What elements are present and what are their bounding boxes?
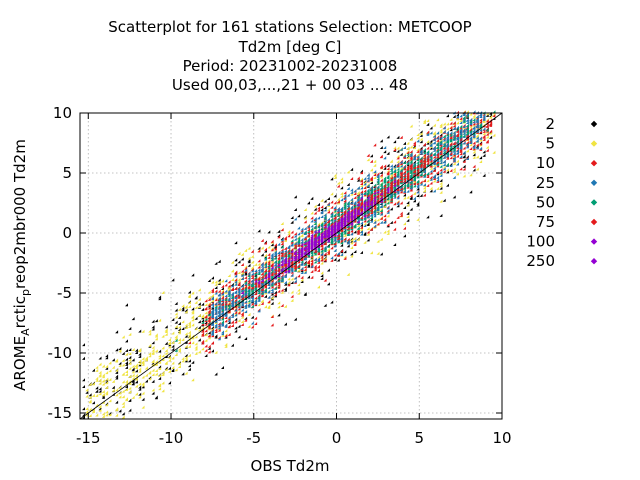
x-axis-ticks: -15 -10 -5 0 5 10 xyxy=(76,113,512,447)
legend-item-75: 75 xyxy=(536,213,598,231)
y-tick-label: -5 xyxy=(57,284,72,302)
y-tick-label: 10 xyxy=(53,104,72,122)
x-tick-label: 0 xyxy=(332,429,342,447)
legend-item-50: 50 xyxy=(536,193,598,211)
legend-marker xyxy=(590,218,598,226)
series-5 xyxy=(85,110,496,419)
series-250 xyxy=(300,207,357,253)
legend-label: 75 xyxy=(536,213,555,231)
chart-title: Scatterplot for 161 stations Selection: … xyxy=(108,18,471,94)
y-label-part-1: AROME xyxy=(11,336,29,391)
legend-item-5: 5 xyxy=(545,135,598,153)
legend-marker xyxy=(590,238,598,245)
title-line-2: Td2m [deg C] xyxy=(238,38,342,56)
x-tick-label: 5 xyxy=(414,429,424,447)
y-label-sub-1: A xyxy=(19,328,32,336)
x-tick-label: 10 xyxy=(492,429,511,447)
legend-item-10: 10 xyxy=(536,154,598,172)
series-10 xyxy=(201,110,496,354)
legend-item-100: 100 xyxy=(526,233,598,251)
x-tick-label: -5 xyxy=(246,429,261,447)
y-tick-label: 5 xyxy=(62,164,72,182)
y-label-part-3: reop2mbr000 Td2m xyxy=(11,139,29,289)
series-points-250 xyxy=(300,207,357,253)
x-tick-label: -10 xyxy=(159,429,184,447)
legend-label: 250 xyxy=(526,252,555,270)
series-100 xyxy=(240,179,400,295)
x-tick-label: -15 xyxy=(76,429,101,447)
series-points-100 xyxy=(240,179,400,295)
legend-marker xyxy=(590,120,598,128)
legend-label: 2 xyxy=(545,115,555,133)
legend-marker xyxy=(590,199,598,206)
y-tick-label: -10 xyxy=(48,344,73,362)
title-line-3: Period: 20231002-20231008 xyxy=(183,57,398,75)
y-label-part-2: rctic xyxy=(11,296,29,328)
plot-frame xyxy=(79,112,503,420)
legend-item-25: 25 xyxy=(536,174,598,192)
y-axis-ticks: 10 5 0 -5 -10 -15 xyxy=(48,104,502,422)
legend-label: 5 xyxy=(545,135,555,153)
y-label-sub-2: p xyxy=(19,289,32,296)
legend-marker xyxy=(590,160,598,167)
legend-item-2: 2 xyxy=(545,115,598,133)
legend-marker xyxy=(590,258,598,265)
y-tick-label: 0 xyxy=(62,224,72,242)
legend-label: 10 xyxy=(536,154,555,172)
identity-line xyxy=(79,112,503,420)
legend-label: 100 xyxy=(526,233,555,251)
legend-label: 25 xyxy=(536,174,555,192)
y-tick-label: -15 xyxy=(48,404,73,422)
series-points-5 xyxy=(85,110,496,419)
series-points-10 xyxy=(201,110,496,354)
y-axis-label: AROMEArcticpreop2mbr000 Td2m xyxy=(11,139,32,391)
legend-marker xyxy=(590,140,598,147)
title-line-4: Used 00,03,...,21 + 00 03 ... 48 xyxy=(172,76,408,94)
scatter-points xyxy=(82,110,496,419)
legend-item-250: 250 xyxy=(526,252,598,270)
legend-label: 50 xyxy=(536,193,555,211)
title-line-1: Scatterplot for 161 stations Selection: … xyxy=(108,18,471,36)
x-axis-label: OBS Td2m xyxy=(251,457,330,475)
legend-marker xyxy=(590,179,598,186)
